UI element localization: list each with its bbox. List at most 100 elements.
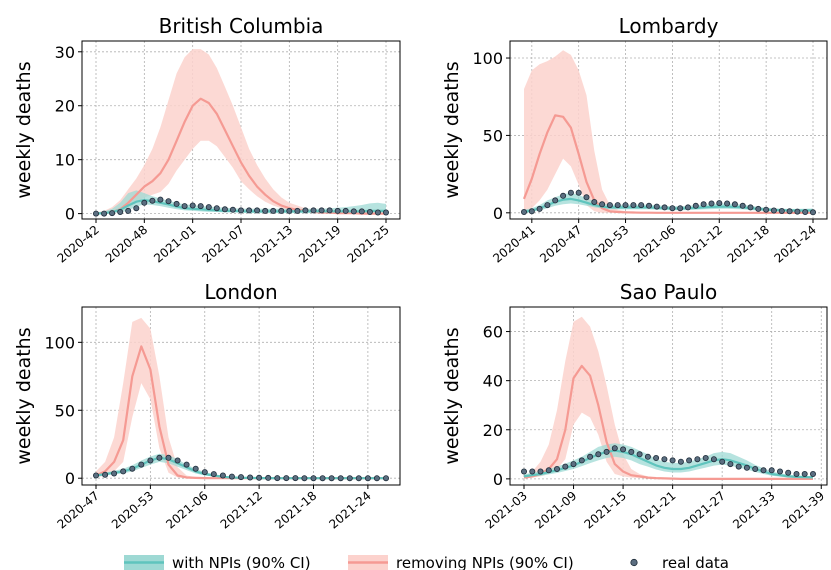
- real-data-point: [591, 198, 598, 205]
- x-tick-label: 2021-15: [582, 489, 629, 532]
- y-axis-label: weekly deaths: [441, 61, 463, 198]
- real-data-point: [101, 210, 108, 217]
- real-data-point: [716, 200, 723, 207]
- real-data-point: [694, 456, 701, 463]
- legend-with-label: with NPIs (90% CI): [172, 554, 311, 570]
- real-data-point: [228, 473, 235, 480]
- real-data-point: [785, 469, 792, 476]
- removing-npi-line: [522, 114, 813, 214]
- x-tick-label: 2021-33: [730, 489, 777, 532]
- x-tick-label: 2021-25: [345, 223, 392, 266]
- y-tick-label: 0: [65, 205, 75, 224]
- real-data-point: [614, 202, 621, 209]
- x-tick-label: 2021-18: [272, 489, 319, 532]
- legend: with NPIs (90% CI) removing NPIs (90% CI…: [124, 554, 729, 570]
- real-data-point: [562, 463, 569, 470]
- real-data-point: [141, 199, 148, 206]
- real-data-point: [653, 203, 660, 210]
- real-data-point: [219, 472, 226, 479]
- x-tick-label: 2020-41: [490, 223, 537, 266]
- real-data-point: [292, 475, 299, 482]
- real-data-point: [677, 458, 684, 465]
- removing-npi-line: [523, 364, 813, 480]
- real-data-point: [545, 467, 552, 474]
- real-data-point: [111, 470, 118, 477]
- real-data-point: [221, 206, 228, 213]
- y-tick-label: 40: [483, 372, 503, 391]
- real-data-point: [529, 468, 536, 475]
- real-data-point: [197, 203, 204, 210]
- real-data-point: [318, 207, 325, 214]
- real-data-point: [521, 468, 528, 475]
- real-data-point: [653, 454, 660, 461]
- real-data-point: [611, 445, 618, 452]
- real-data-point: [801, 470, 808, 477]
- real-data-point: [794, 208, 801, 215]
- real-data-point: [521, 208, 528, 215]
- real-data-point: [554, 465, 561, 472]
- axes-frame: [509, 40, 828, 220]
- real-data-point: [793, 470, 800, 477]
- real-data-point: [265, 474, 272, 481]
- real-data-point: [364, 475, 371, 482]
- real-data-point: [246, 207, 253, 214]
- real-data-point: [644, 453, 651, 460]
- plot-area: [521, 316, 817, 480]
- x-tick-label: 2021-24: [326, 489, 373, 532]
- real-data-point: [237, 207, 244, 214]
- real-data-point: [328, 475, 335, 482]
- legend-real-marker: [630, 558, 638, 567]
- real-data-point: [770, 207, 777, 214]
- real-data-point: [334, 207, 341, 214]
- y-tick-label: 0: [65, 469, 75, 488]
- y-tick-label: 100: [472, 49, 503, 68]
- real-data-point: [536, 205, 543, 212]
- y-tick-label: 0: [493, 470, 503, 489]
- plot-area: [93, 317, 389, 482]
- real-data-point: [350, 208, 357, 215]
- real-data-point: [578, 457, 585, 464]
- y-tick-label: 30: [55, 43, 75, 62]
- real-data-point: [189, 202, 196, 209]
- real-data-point: [147, 457, 154, 464]
- real-data-point: [125, 207, 132, 214]
- y-tick-label: 100: [44, 333, 75, 352]
- real-data-point: [552, 197, 559, 204]
- real-data-point: [595, 451, 602, 458]
- plot-area: [521, 50, 817, 216]
- real-data-point: [109, 210, 116, 217]
- real-data-point: [560, 192, 567, 199]
- axes-frame: [81, 40, 401, 220]
- real-data-point: [213, 205, 220, 212]
- real-data-point: [747, 204, 754, 211]
- real-data-point: [120, 468, 127, 475]
- real-data-point: [661, 456, 668, 463]
- real-data-point: [181, 203, 188, 210]
- x-tick-label: 2020-53: [584, 223, 631, 266]
- real-data-point: [692, 202, 699, 209]
- real-data-point: [262, 207, 269, 214]
- axes-frame: [81, 306, 401, 486]
- x-tick-label: 2020-48: [103, 223, 150, 266]
- real-data-point: [570, 461, 577, 468]
- x-tick-label: 2020-47: [55, 489, 102, 532]
- real-data-point: [702, 454, 709, 461]
- real-data-point: [567, 189, 574, 196]
- real-data-point: [752, 465, 759, 472]
- real-data-point: [727, 461, 734, 468]
- real-data-point: [205, 204, 212, 211]
- real-data-point: [719, 458, 726, 465]
- real-data-point: [274, 475, 281, 482]
- x-tick-label: 2020-53: [109, 489, 156, 532]
- real-data-point: [93, 210, 100, 217]
- y-axis-label: weekly deaths: [13, 61, 35, 198]
- real-data-point: [685, 204, 692, 211]
- real-data-point: [768, 467, 775, 474]
- x-tick-label: 2021-12: [218, 489, 265, 532]
- real-data-point: [237, 474, 244, 481]
- real-data-point: [777, 468, 784, 475]
